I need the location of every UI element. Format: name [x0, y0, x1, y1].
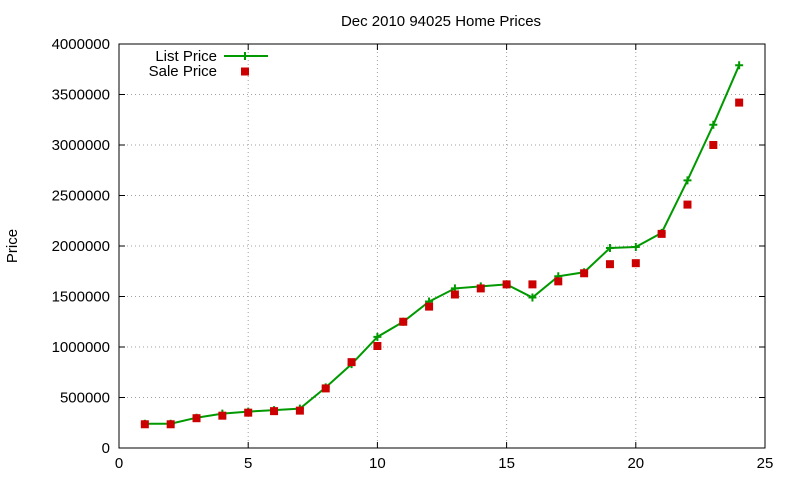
sale-price-point: [528, 280, 537, 289]
sale-price-point: [502, 280, 511, 289]
y-tick-label: 1000000: [52, 339, 110, 356]
list-price-point: [528, 293, 537, 302]
sale-price-point: [657, 229, 666, 238]
list-price-point: [605, 244, 614, 253]
x-tick-label: 10: [369, 455, 386, 472]
x-tick-label: 0: [115, 455, 123, 472]
list-price-point: [631, 243, 640, 252]
y-tick-label: 500000: [60, 390, 110, 407]
sale-price-point: [192, 414, 201, 423]
list-price-point: [709, 120, 718, 129]
legend: List Price Sale Price: [149, 48, 268, 80]
sale-price-point: [166, 420, 175, 429]
legend-label-sale-price: Sale Price: [149, 63, 217, 80]
sale-price-point: [244, 408, 253, 417]
sale-price-point: [399, 317, 408, 326]
list-price-point: [735, 61, 744, 70]
sale-price-point: [450, 290, 459, 299]
x-tick-label: 5: [244, 455, 252, 472]
sale-price-point: [476, 284, 485, 293]
legend-label-list-price: List Price: [155, 48, 217, 65]
series-layer: [140, 61, 744, 429]
sale-price-point: [580, 269, 589, 278]
sale-price-point: [140, 420, 149, 429]
sale-price-point: [270, 407, 279, 416]
legend-marker-sale-price: [241, 67, 249, 76]
grid-layer: [119, 44, 765, 448]
list-price-point: [373, 332, 382, 341]
y-tick-label: 3000000: [52, 137, 110, 154]
sale-price-point: [295, 406, 304, 415]
x-tick-label: 25: [757, 455, 774, 472]
sale-price-point: [347, 358, 356, 367]
x-tick-label: 15: [498, 455, 515, 472]
sale-price-point: [735, 98, 744, 107]
sale-price-point: [631, 259, 640, 268]
list-price-point: [683, 176, 692, 185]
sale-price-point: [425, 302, 434, 311]
chart-title: Dec 2010 94025 Home Prices: [341, 13, 541, 30]
y-tick-label: 2000000: [52, 238, 110, 255]
y-tick-label: 2500000: [52, 188, 110, 205]
tick-layer: 0 5 10 15 20 25 0 500000 1000000 1500000 2000000 25…: [52, 36, 774, 472]
sale-price-point: [554, 277, 563, 286]
y-tick-label: 4000000: [52, 36, 110, 53]
y-axis-label: Price: [4, 229, 21, 263]
series-line-list-price: [144, 64, 741, 425]
x-tick-label: 20: [627, 455, 644, 472]
sale-price-point: [605, 260, 614, 269]
sale-price-point: [683, 200, 692, 209]
y-tick-label: 1500000: [52, 289, 110, 306]
sale-price-point: [709, 141, 718, 149]
legend-marker-list-price: [241, 52, 249, 60]
sale-price-point: [321, 384, 330, 393]
sale-price-point: [373, 341, 382, 350]
sale-price-point: [218, 411, 227, 420]
y-tick-label: 0: [102, 440, 110, 457]
y-tick-label: 3500000: [52, 87, 110, 104]
